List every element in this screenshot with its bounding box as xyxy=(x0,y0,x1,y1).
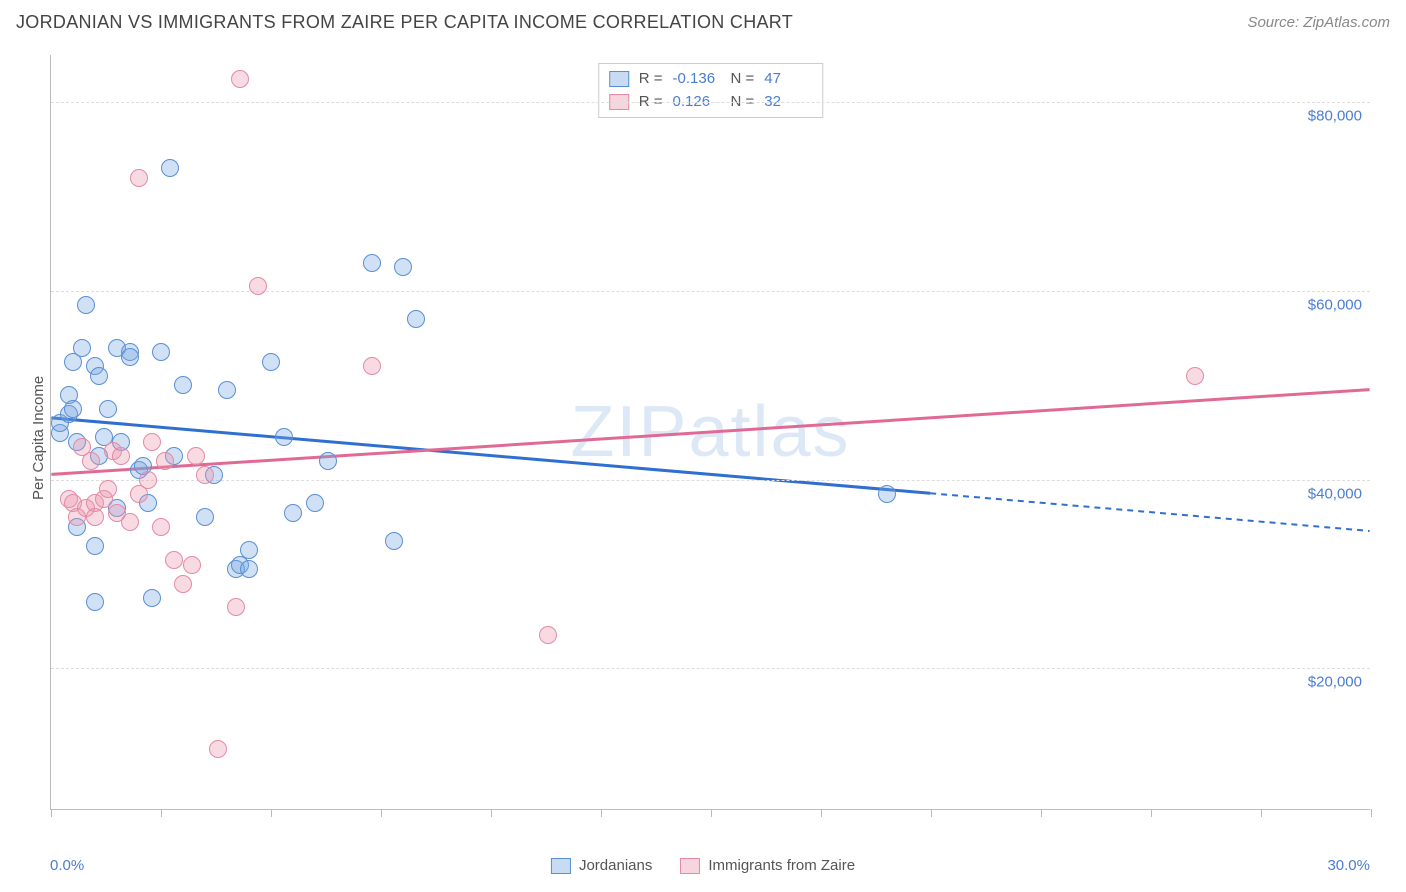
data-point xyxy=(77,296,95,314)
legend-swatch xyxy=(609,71,629,87)
y-tick-label: $60,000 xyxy=(1308,296,1362,313)
x-tick xyxy=(381,809,382,817)
data-point xyxy=(187,447,205,465)
x-tick xyxy=(271,809,272,817)
data-point xyxy=(262,353,280,371)
data-point xyxy=(143,589,161,607)
data-point xyxy=(275,428,293,446)
legend-label: Jordanians xyxy=(579,857,652,874)
data-point xyxy=(878,485,896,503)
data-point xyxy=(165,551,183,569)
data-point xyxy=(112,447,130,465)
data-point xyxy=(152,343,170,361)
legend-label: Immigrants from Zaire xyxy=(708,857,855,874)
legend-swatch xyxy=(680,858,700,874)
stats-row: R = -0.136 N = 47 xyxy=(609,68,813,91)
x-tick xyxy=(931,809,932,817)
data-point xyxy=(121,513,139,531)
data-point xyxy=(139,471,157,489)
data-point xyxy=(196,466,214,484)
data-point xyxy=(284,504,302,522)
legend-item: Jordanians xyxy=(551,857,652,874)
x-axis-max-label: 30.0% xyxy=(1327,857,1370,874)
y-axis-label: Per Capita Income xyxy=(30,376,47,500)
data-point xyxy=(319,452,337,470)
grid-line xyxy=(51,668,1370,669)
data-point xyxy=(363,254,381,272)
data-point xyxy=(539,626,557,644)
data-point xyxy=(240,560,258,578)
data-point xyxy=(1186,367,1204,385)
data-point xyxy=(240,541,258,559)
data-point xyxy=(130,169,148,187)
x-tick xyxy=(1151,809,1152,817)
data-point xyxy=(121,348,139,366)
x-tick xyxy=(51,809,52,817)
data-point xyxy=(64,400,82,418)
x-tick xyxy=(1261,809,1262,817)
data-point xyxy=(99,400,117,418)
grid-line xyxy=(51,480,1370,481)
grid-line xyxy=(51,291,1370,292)
data-point xyxy=(143,433,161,451)
data-point xyxy=(231,70,249,88)
data-point xyxy=(174,575,192,593)
data-point xyxy=(407,310,425,328)
data-point xyxy=(385,532,403,550)
correlation-stats-box: R =-0.136N =47R =0.126N =32 xyxy=(598,63,824,118)
data-point xyxy=(161,159,179,177)
y-tick-label: $80,000 xyxy=(1308,108,1362,125)
chart-title: JORDANIAN VS IMMIGRANTS FROM ZAIRE PER C… xyxy=(16,12,793,33)
scatter-chart: ZIPatlas R =-0.136N =47R =0.126N =32 $20… xyxy=(50,55,1370,810)
series-legend: Jordanians Immigrants from Zaire xyxy=(551,857,855,874)
y-tick-label: $40,000 xyxy=(1308,485,1362,502)
data-point xyxy=(363,357,381,375)
x-tick xyxy=(491,809,492,817)
data-point xyxy=(174,376,192,394)
data-point xyxy=(249,277,267,295)
data-point xyxy=(90,367,108,385)
y-tick-label: $20,000 xyxy=(1308,674,1362,691)
data-point xyxy=(99,480,117,498)
r-value: -0.136 xyxy=(673,68,721,91)
source-label: Source: ZipAtlas.com xyxy=(1247,14,1390,31)
data-point xyxy=(209,740,227,758)
data-point xyxy=(86,593,104,611)
data-point xyxy=(306,494,324,512)
trend-lines xyxy=(51,55,1370,809)
chart-header: JORDANIAN VS IMMIGRANTS FROM ZAIRE PER C… xyxy=(0,0,1406,41)
data-point xyxy=(218,381,236,399)
watermark-text: ZIPatlas xyxy=(570,391,850,473)
data-point xyxy=(196,508,214,526)
x-axis-min-label: 0.0% xyxy=(50,857,84,874)
x-tick xyxy=(711,809,712,817)
legend-swatch xyxy=(551,858,571,874)
data-point xyxy=(86,537,104,555)
data-point xyxy=(152,518,170,536)
data-point xyxy=(86,508,104,526)
x-tick xyxy=(601,809,602,817)
data-point xyxy=(394,258,412,276)
grid-line xyxy=(51,102,1370,103)
x-tick xyxy=(161,809,162,817)
r-label: R = xyxy=(639,68,663,91)
data-point xyxy=(183,556,201,574)
x-tick xyxy=(1041,809,1042,817)
x-tick xyxy=(1371,809,1372,817)
legend-item: Immigrants from Zaire xyxy=(680,857,855,874)
n-label: N = xyxy=(731,68,755,91)
data-point xyxy=(156,452,174,470)
data-point xyxy=(227,598,245,616)
data-point xyxy=(82,452,100,470)
data-point xyxy=(73,339,91,357)
n-value: 47 xyxy=(764,68,812,91)
x-tick xyxy=(821,809,822,817)
